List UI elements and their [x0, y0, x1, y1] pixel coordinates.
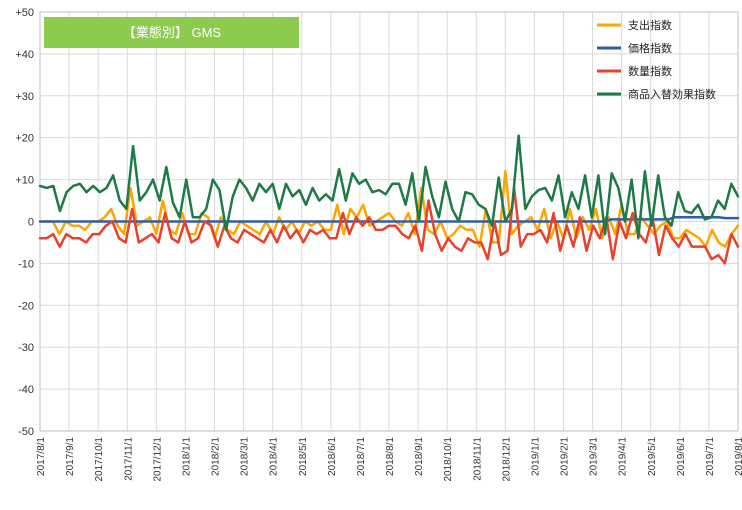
- x-tick-label: 2018/7/1: [356, 437, 367, 476]
- y-tick-label: +20: [15, 133, 34, 145]
- x-tick-label: 2017/11/1: [123, 437, 134, 481]
- x-tick-label: 2019/6/1: [676, 437, 687, 476]
- series-line: [38, 186, 740, 265]
- y-tick-label: 0: [28, 217, 34, 229]
- legend-label: 商品入替効果指数: [628, 87, 716, 101]
- x-tick-label: 2018/11/1: [472, 437, 483, 481]
- y-tick-label: -40: [18, 384, 34, 396]
- axis-layer: -50 -40 -30 -20 -10 0 +10 +20 +30 +40 +50 2017/8/1 2…: [15, 7, 742, 482]
- y-tick-label: +10: [15, 175, 34, 187]
- series-line: [38, 134, 740, 240]
- legend-label: 数量指数: [628, 64, 672, 78]
- y-tick-label: -30: [18, 342, 34, 354]
- series-layer: [38, 134, 740, 265]
- x-tick-label: 2017/10/1: [94, 437, 105, 482]
- x-tick-label: 2018/1/1: [181, 437, 192, 476]
- x-tick-label: 2018/10/1: [443, 437, 454, 482]
- y-tick-label: +30: [15, 91, 34, 103]
- x-tick-label: 2018/2/1: [211, 437, 222, 476]
- y-tick-label: -10: [18, 258, 34, 270]
- x-tick-label: 2019/1/1: [530, 437, 541, 476]
- x-tick-label: 2019/5/1: [647, 437, 658, 476]
- x-tick-label: 2017/9/1: [65, 437, 76, 476]
- x-tick-label: 2019/7/1: [705, 437, 716, 476]
- x-tick-label: 2018/5/1: [298, 437, 309, 476]
- x-tick-label: 2019/4/1: [618, 437, 629, 476]
- x-tick-label: 2018/3/1: [240, 437, 251, 476]
- x-tick-label: 2018/9/1: [414, 437, 425, 476]
- x-tick-label: 2019/3/1: [589, 437, 600, 476]
- x-tick-label: 2019/8/1: [734, 437, 742, 476]
- chart-title-box: 【業態別】 GMS: [44, 17, 299, 48]
- y-tick-label: -20: [18, 300, 34, 312]
- chart-title-background: [44, 17, 299, 48]
- legend-label: 支出指数: [628, 18, 672, 32]
- chart-title: 【業態別】 GMS: [123, 25, 222, 40]
- series-line: [38, 216, 740, 223]
- y-tick-label: +40: [15, 49, 34, 61]
- x-tick-label: 2017/8/1: [36, 437, 47, 476]
- y-tick-label: -50: [18, 426, 34, 438]
- legend-label: 価格指数: [628, 41, 672, 55]
- x-tick-label: 2018/12/1: [501, 437, 512, 482]
- x-tick-label: 2018/8/1: [385, 437, 396, 476]
- x-tick-label: 2018/6/1: [327, 437, 338, 476]
- x-tick-label: 2018/4/1: [269, 437, 280, 476]
- x-tick-label: 2017/12/1: [152, 437, 163, 482]
- y-tick-label: +50: [15, 7, 34, 19]
- x-tick-label: 2019/2/1: [560, 437, 571, 476]
